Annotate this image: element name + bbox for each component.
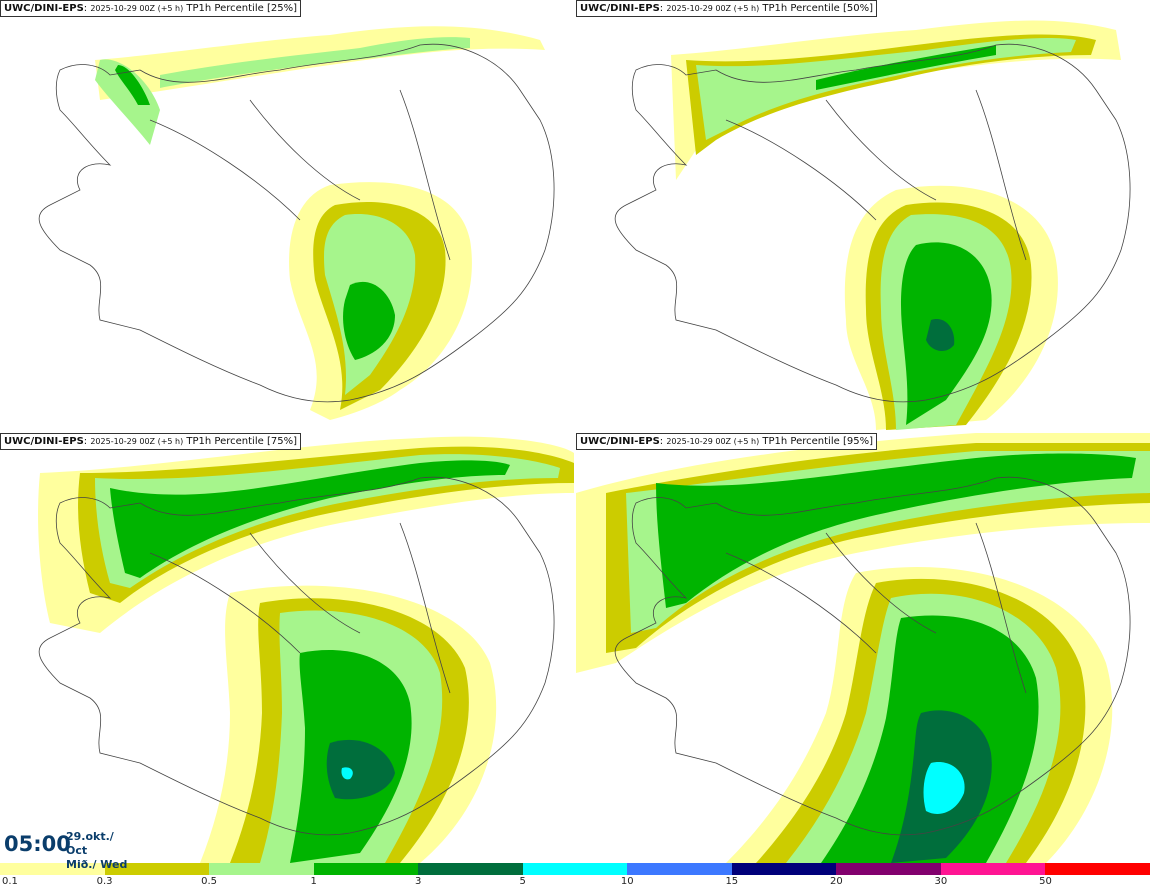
valid-time-box: 05:00 29.okt./ Oct Mið./ Wed xyxy=(0,826,133,871)
colorbar-segment xyxy=(522,863,628,875)
precip-shading xyxy=(576,433,1150,863)
colorbar-tick-label: 0.1 xyxy=(2,876,18,887)
precip-map xyxy=(576,433,1150,863)
model-name: UWC/DINI-EPS xyxy=(4,3,84,14)
precip-shading xyxy=(38,436,574,863)
map-panel-p50: UWC/DINI-EPS: 2025-10-29 00Z (+5 h) TP1h… xyxy=(576,0,1150,430)
colorbar xyxy=(0,863,1150,875)
panel-title: UWC/DINI-EPS: 2025-10-29 00Z (+5 h) TP1h… xyxy=(0,0,301,17)
colorbar-segment xyxy=(209,863,314,875)
colorbar-tick-label: 5 xyxy=(519,876,526,887)
panel-title: UWC/DINI-EPS: 2025-10-29 00Z (+5 h) TP1h… xyxy=(0,433,301,450)
colorbar-segment xyxy=(418,863,523,875)
colorbar-tick-label: 10 xyxy=(620,876,634,887)
precip-map xyxy=(38,26,555,420)
run-info: 2025-10-29 00Z (+5 h) xyxy=(90,437,184,446)
colorbar-tick-label: 50 xyxy=(1039,876,1052,887)
coastline xyxy=(614,476,1131,836)
field-name: TP1h Percentile [25%] xyxy=(186,3,297,14)
precip-shading xyxy=(671,20,1121,430)
valid-time: 05:00 xyxy=(4,832,71,856)
colorbar-segment xyxy=(104,863,210,875)
colorbar-tick-label: 3 xyxy=(414,876,422,887)
model-name: UWC/DINI-EPS xyxy=(580,3,660,14)
colorbar-segment xyxy=(836,863,941,875)
coastline xyxy=(38,476,555,836)
colorbar-tick-label: 0.3 xyxy=(96,876,113,887)
colorbar-segment xyxy=(0,863,105,875)
map-panel-p95: UWC/DINI-EPS: 2025-10-29 00Z (+5 h) TP1h… xyxy=(576,433,1150,863)
map-panel-p25: UWC/DINI-EPS: 2025-10-29 00Z (+5 h) TP1h… xyxy=(0,0,574,430)
valid-date-line2: Mið./ Wed xyxy=(66,858,128,871)
panel-title: UWC/DINI-EPS: 2025-10-29 00Z (+5 h) TP1h… xyxy=(576,433,877,450)
colorbar-tick-label: 1 xyxy=(310,876,317,887)
coastline xyxy=(614,43,1131,403)
colorbar-tick-label: 15 xyxy=(725,876,739,887)
field-name: TP1h Percentile [95%] xyxy=(762,436,873,447)
precip-map xyxy=(38,436,574,863)
colorbar-segment xyxy=(313,863,419,875)
model-name: UWC/DINI-EPS xyxy=(4,436,84,447)
field-name: TP1h Percentile [50%] xyxy=(762,3,873,14)
colorbar-tick-label: 0.5 xyxy=(201,876,218,887)
field-name: TP1h Percentile [75%] xyxy=(186,436,297,447)
colorbar-segment xyxy=(731,863,837,875)
panel-title: UWC/DINI-EPS: 2025-10-29 00Z (+5 h) TP1h… xyxy=(576,0,877,17)
run-info: 2025-10-29 00Z (+5 h) xyxy=(666,437,760,446)
colorbar-segment xyxy=(940,863,1046,875)
coastline xyxy=(38,43,555,403)
valid-date: 29.okt./ Oct Mið./ Wed xyxy=(66,830,133,872)
colorbar-tick-label: 30 xyxy=(934,876,948,887)
run-info: 2025-10-29 00Z (+5 h) xyxy=(90,4,184,13)
colorbar-segment xyxy=(627,863,732,875)
valid-date-line1: 29.okt./ Oct xyxy=(66,830,114,857)
run-info: 2025-10-29 00Z (+5 h) xyxy=(666,4,760,13)
precip-shading xyxy=(95,26,545,420)
colorbar-segment xyxy=(1045,863,1150,875)
precip-map xyxy=(614,20,1131,430)
colorbar-tick-label: 20 xyxy=(829,876,843,887)
model-name: UWC/DINI-EPS xyxy=(580,436,660,447)
colorbar-ticks: 0.1 0.3 0.5 1 3 5 10 15 20 30 50 xyxy=(0,876,1150,891)
map-panel-p75: UWC/DINI-EPS: 2025-10-29 00Z (+5 h) TP1h… xyxy=(0,433,574,863)
